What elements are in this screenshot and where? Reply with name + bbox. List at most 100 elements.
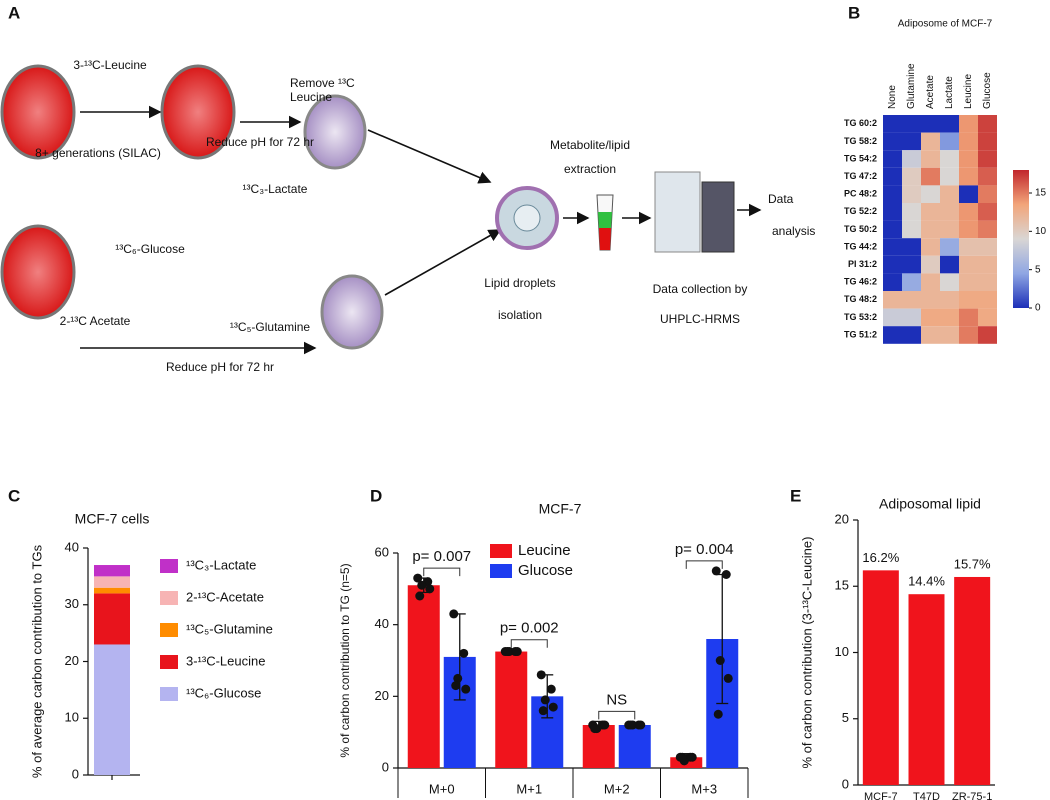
heat-cell (921, 132, 940, 151)
heat-cell (959, 220, 978, 239)
label: extraction (564, 162, 616, 176)
heat-cell (940, 132, 959, 151)
legend-label: ¹³C₅-Glutamine (186, 621, 273, 636)
legend-swatch (160, 559, 178, 573)
y-tick-label: 5 (842, 710, 849, 725)
chart-title: MCF-7 cells (75, 511, 150, 527)
heat-cell (978, 238, 997, 256)
heat-cell (883, 326, 902, 344)
heat-cell (978, 167, 997, 186)
x-tick-label: ZR-75-1 (952, 791, 992, 800)
data-point (540, 695, 550, 705)
arrow (367, 129, 492, 184)
label: isolation (498, 308, 542, 322)
heat-cell (883, 308, 902, 327)
x-tick-label: M+2 (604, 781, 630, 796)
y-axis-label: % of carbon contribution to TG (n=5) (338, 563, 352, 757)
y-tick-label: 10 (835, 644, 849, 659)
heat-cell (978, 326, 997, 344)
heat-cell (978, 132, 997, 151)
data-point (548, 702, 558, 712)
data-point (425, 584, 435, 594)
bar-segment (94, 565, 130, 577)
bar (618, 725, 651, 768)
heat-cell (902, 291, 921, 309)
column-label: Glucose (982, 72, 993, 109)
significance-bracket (423, 567, 461, 577)
row-label: PC 48:2 (844, 189, 877, 199)
data-point (636, 720, 646, 730)
heat-cell (959, 291, 978, 309)
data-point (536, 670, 546, 680)
heat-cell (883, 273, 902, 291)
label: 3-¹³C-Leucine (73, 58, 147, 72)
tube-icon (599, 228, 611, 250)
chart-title: MCF-7 (539, 501, 582, 517)
heat-cell (902, 273, 921, 291)
y-tick-label: 30 (65, 596, 79, 611)
heat-cell (959, 273, 978, 291)
instrument-icon (654, 171, 701, 253)
value-label: 14.4% (908, 574, 945, 589)
value-label: 15.7% (954, 556, 991, 571)
data-point (417, 580, 427, 590)
label: analysis (772, 224, 815, 238)
data-point (538, 706, 548, 716)
heat-cell (902, 255, 921, 274)
label: ¹³C₃-Lactate (243, 182, 308, 196)
heat-cell (921, 150, 940, 168)
x-tick-label: MCF-7 (864, 791, 898, 800)
heat-cell (940, 326, 959, 344)
data-point (711, 566, 721, 576)
heat-cell (921, 326, 940, 344)
data-point (590, 724, 600, 734)
y-tick-label: 60 (375, 544, 389, 559)
x-tick-label: M+3 (691, 781, 717, 796)
data-point (453, 673, 463, 683)
heat-cell (902, 115, 921, 133)
heat-cell (883, 132, 902, 151)
heat-cell (921, 291, 940, 309)
heat-cell (978, 220, 997, 239)
panel-label: A (8, 3, 20, 22)
instrument-icon (701, 181, 735, 253)
bar (407, 585, 440, 768)
dish (160, 64, 236, 160)
y-tick-label: 15 (835, 578, 849, 593)
heat-cell (921, 167, 940, 186)
heat-cell (978, 203, 997, 221)
heat-cell (978, 308, 997, 327)
y-tick-label: 20 (375, 688, 389, 703)
heat-cell (978, 255, 997, 274)
row-label: TG 52:2 (844, 206, 877, 216)
colorbar-tick-label: 15 (1035, 188, 1047, 199)
y-tick-label: 40 (375, 616, 389, 631)
y-tick-label: 0 (382, 759, 389, 774)
label: Metabolite/lipid (550, 138, 630, 152)
heat-cell (921, 308, 940, 327)
data-point (413, 573, 423, 583)
data-point (713, 709, 723, 719)
annotation: p= 0.007 (412, 548, 471, 565)
heat-cell (902, 150, 921, 168)
row-label: TG 53:2 (844, 312, 877, 322)
bar-segment (94, 587, 130, 594)
arrow (384, 229, 502, 296)
label: 8+ generations (SILAC) (35, 146, 161, 160)
y-axis-label: % of carbon contribution (3-¹³C-Leucine) (799, 537, 814, 769)
y-tick-label: 40 (65, 539, 79, 554)
data-point (715, 656, 725, 665)
heat-cell (902, 203, 921, 221)
data-point (451, 681, 461, 691)
data-point (626, 720, 636, 730)
chart-title: Adiposome of MCF-7 (898, 19, 993, 30)
heat-cell (978, 291, 997, 309)
bar-segment (94, 576, 130, 588)
legend-label: ¹³C₃-Lactate (186, 557, 256, 572)
label: Lipid droplets (484, 276, 555, 290)
heat-cell (883, 238, 902, 256)
heat-cell (940, 238, 959, 256)
y-tick-label: 0 (72, 766, 79, 781)
heat-cell (883, 185, 902, 203)
